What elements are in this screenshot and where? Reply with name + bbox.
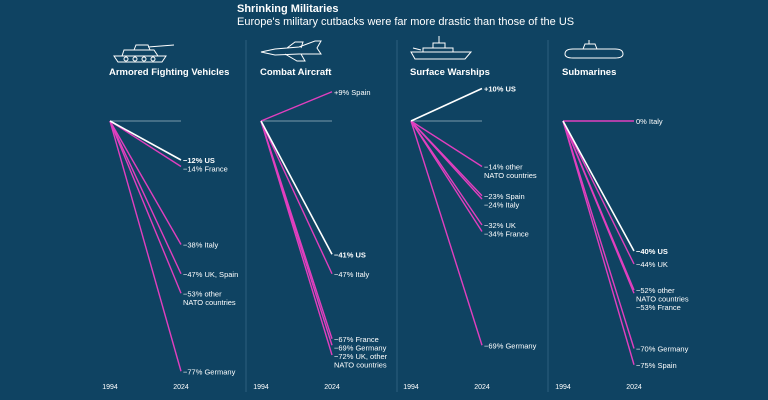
data-label: −14% other NATO countries	[484, 163, 537, 181]
data-label: −34% France	[484, 230, 529, 239]
data-label-line: −75% Spain	[636, 361, 677, 370]
data-label: −69% Germany	[334, 343, 387, 352]
x-tick-label: 2024	[626, 384, 642, 391]
series-line	[410, 120, 483, 232]
data-label-line: 0% Italy	[636, 117, 663, 126]
series-line	[260, 120, 333, 255]
series-line	[410, 87, 483, 122]
series-line	[260, 120, 333, 275]
series-line	[109, 120, 182, 294]
data-label-line: −69% Germany	[334, 343, 387, 352]
data-label: −72% UK, other NATO countries	[334, 352, 388, 370]
series-line	[562, 120, 635, 252]
x-tick-label: 1994	[555, 384, 571, 391]
data-label: +10% US	[484, 85, 516, 94]
data-label-line: −77% Germany	[183, 367, 236, 376]
data-label-line: −44% UK	[636, 260, 668, 269]
x-tick-label: 1994	[102, 384, 118, 391]
series-line	[562, 120, 635, 294]
series-line	[562, 120, 635, 365]
data-label: −75% Spain	[636, 361, 677, 370]
series-line	[260, 120, 333, 356]
series-line	[410, 120, 483, 200]
data-label: −77% Germany	[183, 367, 236, 376]
data-label: −14% France	[183, 165, 228, 174]
data-label-line: −24% Italy	[484, 200, 519, 209]
data-label: −53% France	[636, 303, 681, 312]
data-label: −40% US	[636, 247, 668, 256]
data-label: 0% Italy	[636, 117, 663, 126]
data-label-line: −70% Germany	[636, 345, 689, 354]
data-label-line: −53% France	[636, 303, 681, 312]
data-label-line: NATO countries	[334, 361, 387, 370]
series-line	[410, 120, 483, 346]
series-line	[109, 120, 182, 372]
submarine-icon	[564, 40, 624, 59]
data-label-line: −53% other	[183, 289, 222, 298]
panel-title: Armored Fighting Vehicles	[109, 67, 229, 78]
data-label-line: +9% Spain	[334, 88, 371, 97]
data-label: −67% France	[334, 335, 379, 344]
data-label: −44% UK	[636, 260, 668, 269]
series-line	[410, 120, 483, 168]
data-label: −70% Germany	[636, 345, 689, 354]
warship-icon	[410, 36, 473, 60]
data-label: −52% other NATO countries	[636, 286, 689, 304]
data-label-line: −38% Italy	[183, 241, 218, 250]
data-label-line: −72% UK, other	[334, 352, 388, 361]
data-label-line: −40% US	[636, 247, 668, 256]
data-label: −47% UK, Spain	[183, 270, 238, 279]
x-tick-label: 2024	[324, 384, 340, 391]
x-tick-label: 2024	[173, 384, 189, 391]
panel-title: Surface Warships	[410, 67, 490, 78]
series-line	[109, 120, 182, 161]
chart-title: Shrinking Militaries	[237, 3, 339, 15]
data-label: −24% Italy	[484, 200, 519, 209]
data-label: −53% other NATO countries	[183, 289, 236, 307]
tank-icon	[113, 44, 175, 63]
data-label-line: NATO countries	[484, 171, 537, 180]
data-label-line: −12% US	[183, 156, 215, 165]
data-label-line: −67% France	[334, 335, 379, 344]
x-tick-label: 1994	[403, 384, 419, 391]
data-label: +9% Spain	[334, 88, 371, 97]
data-label: −41% US	[334, 250, 366, 259]
data-label-line: −47% Italy	[334, 270, 369, 279]
data-label: −47% Italy	[334, 270, 369, 279]
data-label-line: −14% other	[484, 163, 523, 172]
data-label-line: NATO countries	[636, 295, 689, 304]
data-label: −32% UK	[484, 221, 516, 230]
data-label-line: +10% US	[484, 85, 516, 94]
data-label-line: −14% France	[183, 165, 228, 174]
series-line	[260, 91, 333, 122]
series-line	[109, 120, 182, 168]
panel-title: Submarines	[562, 67, 616, 78]
data-label: −38% Italy	[183, 241, 218, 250]
fighter-jet-icon	[260, 40, 322, 62]
data-label-line: −52% other	[636, 286, 675, 295]
panel-title: Combat Aircraft	[260, 67, 332, 78]
data-label-line: −32% UK	[484, 221, 516, 230]
series-line	[109, 120, 182, 245]
data-label-line: −23% Spain	[484, 192, 525, 201]
data-label-line: −34% France	[484, 230, 529, 239]
data-label: −23% Spain	[484, 192, 525, 201]
chart-subtitle: Europe's military cutbacks were far more…	[237, 16, 575, 28]
data-label-line: −41% US	[334, 250, 366, 259]
data-label-line: NATO countries	[183, 298, 236, 307]
data-label: −12% US	[183, 156, 215, 165]
data-label-line: −47% UK, Spain	[183, 270, 238, 279]
series-line	[109, 120, 182, 275]
series-line	[562, 120, 635, 265]
x-tick-label: 2024	[474, 384, 490, 391]
x-tick-label: 1994	[253, 384, 269, 391]
data-label: −69% Germany	[484, 341, 537, 350]
data-label-line: −69% Germany	[484, 341, 537, 350]
series-line	[562, 120, 635, 349]
